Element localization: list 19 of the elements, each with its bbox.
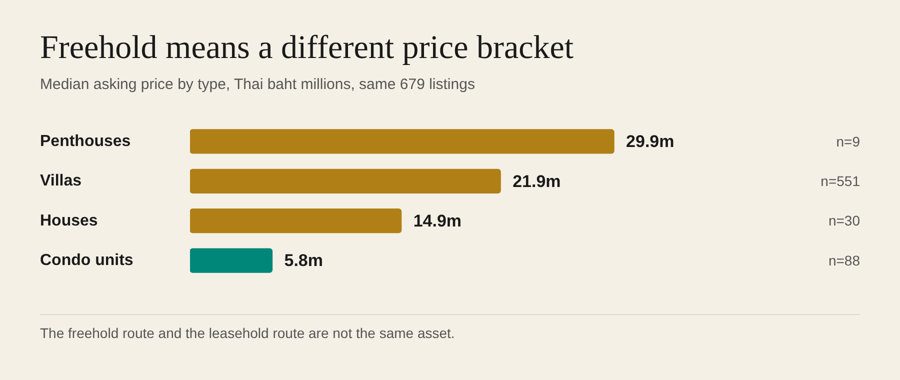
bar: [190, 168, 501, 194]
text: The freehold route and the leasehold route are not the same asset.: [40, 325, 455, 341]
data-label: 5.8m: [284, 251, 324, 270]
y-tick-label: Houses: [40, 212, 98, 230]
chart-subtitle: Median asking price by type, Thai baht millions, same 679 listings: [40, 76, 475, 93]
y-tick-label: Penthouses: [40, 132, 131, 150]
text: n=9: [836, 133, 860, 150]
chart-title: Freehold means a different price bracket: [40, 30, 574, 67]
bar: [190, 129, 614, 154]
y-tick-label: Villas: [40, 172, 82, 190]
bar: [190, 248, 273, 273]
bar: [190, 208, 402, 234]
y-tick-label: Condo units: [40, 252, 134, 269]
data-label: 21.9m: [512, 172, 561, 191]
text: n=30: [828, 212, 860, 229]
data-label: 29.9m: [626, 132, 674, 152]
data-label: 14.9m: [413, 212, 462, 231]
text: n=88: [828, 252, 860, 268]
text: n=551: [820, 173, 860, 190]
